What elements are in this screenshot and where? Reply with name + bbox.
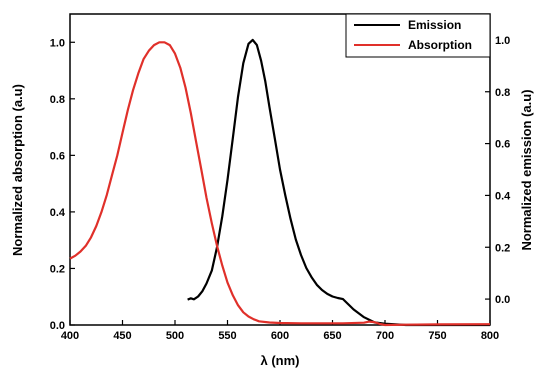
left-y-tick-label: 0.4 (50, 207, 66, 219)
left-y-tick-label: 0.2 (50, 263, 65, 275)
right-y-axis: 0.0 0.2 0.4 0.6 0.8 1.0 (485, 35, 511, 306)
x-axis-title: λ (nm) (261, 353, 300, 368)
x-tick-label: 800 (481, 330, 499, 342)
x-tick-label: 600 (271, 330, 289, 342)
left-y-tick-label: 1.0 (50, 37, 65, 49)
right-y-tick-label: 0.4 (495, 190, 511, 202)
right-y-tick-label: 0.6 (495, 139, 510, 151)
x-tick-label: 750 (428, 330, 446, 342)
x-tick-label: 450 (113, 330, 131, 342)
right-y-axis-title: Normalized emission (a.u) (519, 89, 534, 250)
left-y-axis: 0.0 0.2 0.4 0.6 0.8 1.0 (50, 37, 75, 332)
right-y-tick-label: 1.0 (495, 35, 510, 47)
left-y-axis-title: Normalized absorption (a.u) (10, 84, 25, 256)
x-tick-label: 500 (166, 330, 184, 342)
legend-emission-label: Emission (408, 18, 461, 32)
series-line-emission (187, 38, 490, 327)
x-tick-label: 700 (376, 330, 394, 342)
x-tick-label: 650 (323, 330, 341, 342)
legend-absorption-label: Absorption (408, 38, 472, 52)
series-layer (69, 38, 491, 327)
right-y-tick-label: 0.8 (495, 87, 510, 99)
x-tick-label: 400 (61, 330, 79, 342)
x-tick-label: 550 (218, 330, 236, 342)
legend: Emission Absorption (345, 13, 491, 58)
left-y-tick-label: 0.8 (50, 94, 65, 106)
series-line-absorption (69, 41, 491, 327)
right-y-tick-label: 0.0 (495, 294, 510, 306)
right-y-tick-label: 0.2 (495, 242, 510, 254)
legend-box (345, 13, 491, 58)
left-y-tick-label: 0.6 (50, 150, 65, 162)
left-y-tick-label: 0.0 (50, 320, 65, 332)
